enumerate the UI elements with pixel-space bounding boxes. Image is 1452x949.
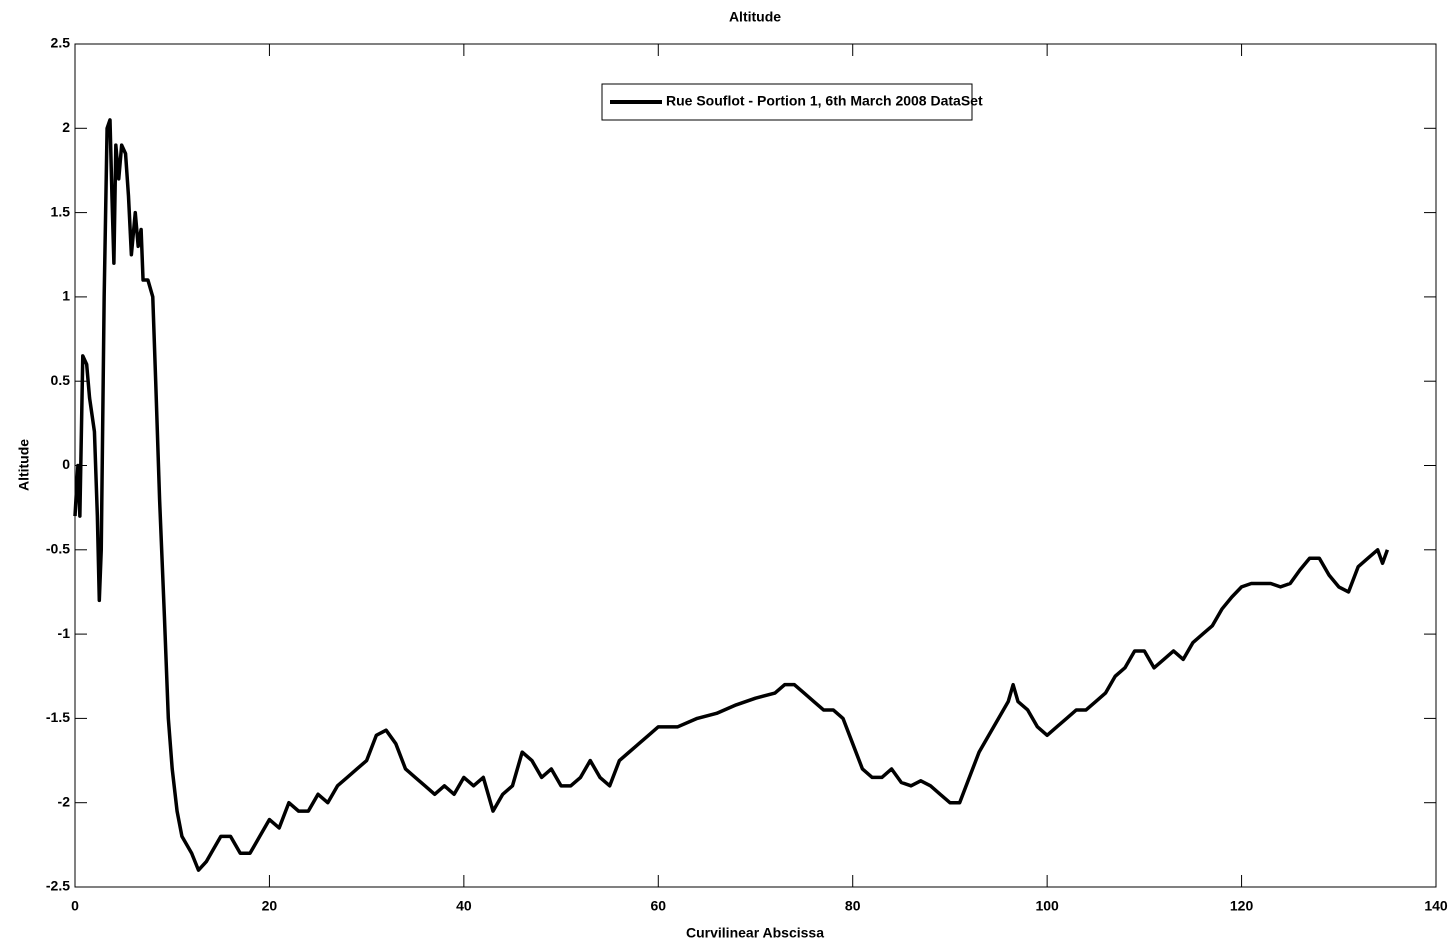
legend-box [601, 83, 973, 121]
y-tick-label: 2 [62, 119, 70, 135]
y-tick-label: 1.5 [51, 203, 71, 219]
legend-label: Rue Souflot - Portion 1, 6th March 2008 … [666, 93, 983, 109]
x-tick-label: 20 [262, 898, 278, 914]
y-tick-label: -0.5 [46, 541, 70, 557]
x-axis-label: Curvilinear Abscissa [686, 925, 824, 941]
y-tick-label: 0.5 [51, 372, 71, 388]
y-tick-label: 1 [62, 288, 70, 304]
y-tick-label: -2.5 [46, 878, 70, 894]
plot-frame [74, 43, 1437, 888]
x-tick-label: 80 [845, 898, 861, 914]
y-tick-label: -1.5 [46, 709, 70, 725]
x-tick-label: 60 [650, 898, 666, 914]
y-tick-label: -2 [58, 793, 71, 809]
y-axis-label: Altitude [16, 439, 32, 491]
x-tick-label: 140 [1424, 898, 1448, 914]
x-tick-label: 100 [1035, 898, 1059, 914]
x-tick-label: 120 [1230, 898, 1254, 914]
x-tick-label: 40 [456, 898, 472, 914]
x-tick-label: 0 [71, 898, 79, 914]
y-tick-label: 2.5 [51, 35, 71, 51]
y-tick-label: 0 [62, 456, 70, 472]
data-line [73, 118, 1390, 872]
chart-title: Altitude [729, 9, 781, 25]
y-tick-label: -1 [58, 625, 71, 641]
